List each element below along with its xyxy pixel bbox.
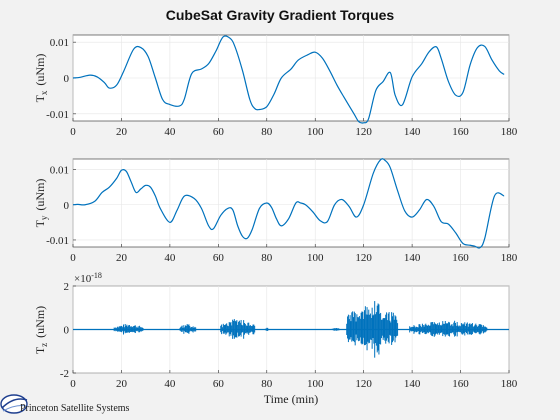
chart-title: CubeSat Gravity Gradient Torques bbox=[166, 7, 395, 23]
x-ticks-tx: 0 20 40 60 80 100 120 140 160 180 bbox=[70, 118, 518, 138]
y-tick-label: -0.01 bbox=[46, 235, 69, 247]
series-line-tx bbox=[72, 35, 505, 124]
x-tick-label: 180 bbox=[501, 126, 518, 138]
x-tick-label: 100 bbox=[307, 378, 324, 390]
noise-burst bbox=[113, 324, 144, 335]
noise-burst bbox=[331, 328, 340, 331]
y-axis-label-tx: Tx(uNm) bbox=[33, 54, 49, 103]
y-tick-label: -0.01 bbox=[46, 109, 69, 121]
noise-burst bbox=[409, 320, 488, 337]
y-ticks-ty: -0.01 0 0.01 bbox=[46, 165, 76, 247]
x-tick-label: 80 bbox=[261, 252, 273, 264]
x-tick-label: 40 bbox=[164, 378, 176, 390]
x-tick-label: 40 bbox=[164, 252, 176, 264]
y-exponent-label-tz: ×10-18 bbox=[74, 271, 102, 285]
x-tick-label: 20 bbox=[116, 252, 128, 264]
x-tick-label: 140 bbox=[404, 126, 421, 138]
x-tick-label: 120 bbox=[355, 126, 372, 138]
plot-area-ty bbox=[72, 158, 510, 248]
x-tick-label: 120 bbox=[355, 378, 372, 390]
x-tick-label: 160 bbox=[452, 126, 469, 138]
y-tick-label: 0.01 bbox=[50, 37, 69, 49]
noise-burst bbox=[220, 319, 256, 339]
grid-ty bbox=[72, 159, 510, 247]
company-name: Princeton Satellite Systems bbox=[20, 403, 130, 414]
x-tick-label: 40 bbox=[164, 126, 176, 138]
x-tick-label: 20 bbox=[116, 378, 128, 390]
company-logo: Princeton Satellite Systems bbox=[0, 394, 130, 414]
x-tick-label: 140 bbox=[404, 252, 421, 264]
x-tick-label: 160 bbox=[452, 378, 469, 390]
x-tick-label: 60 bbox=[213, 252, 225, 264]
noise-burst bbox=[346, 301, 399, 358]
y-tick-label: 0 bbox=[64, 200, 70, 212]
x-tick-label: 80 bbox=[261, 126, 273, 138]
x-axis-label: Time (min) bbox=[264, 392, 319, 406]
grid-tx bbox=[72, 35, 510, 121]
y-tick-label: 0.01 bbox=[50, 165, 69, 177]
subplot-tz: 0 20 40 60 80 100 120 140 160 180 -202 ×10-18 Tz(… bbox=[33, 271, 518, 390]
noise-burst bbox=[263, 327, 270, 331]
x-tick-label: 100 bbox=[307, 126, 324, 138]
x-tick-label: 120 bbox=[355, 252, 372, 264]
y-axis-label-ty: Ty(uNm) bbox=[33, 179, 49, 228]
y-axis-label-tz: Tz(uNm) bbox=[33, 306, 49, 354]
globe-icon bbox=[0, 394, 28, 414]
x-tick-label: 140 bbox=[404, 378, 421, 390]
x-tick-label: 60 bbox=[213, 126, 225, 138]
x-tick-label: 0 bbox=[70, 252, 76, 264]
y-tick-label: 0 bbox=[64, 325, 70, 337]
noise-burst bbox=[179, 324, 197, 334]
x-tick-label: 60 bbox=[213, 378, 225, 390]
x-tick-label: 80 bbox=[261, 378, 273, 390]
x-ticks-ty: 0 20 40 60 80 100 120 140 160 180 bbox=[70, 244, 518, 264]
y-tick-label: 0 bbox=[64, 73, 70, 85]
x-tick-label: 0 bbox=[70, 378, 76, 390]
x-ticks-tz: 0 20 40 60 80 100 120 140 160 180 bbox=[70, 370, 518, 390]
y-tick-label: 2 bbox=[64, 281, 70, 293]
x-tick-label: 0 bbox=[70, 126, 76, 138]
series-line-ty bbox=[72, 158, 505, 249]
y-tick-label: -2 bbox=[60, 368, 69, 380]
y-ticks-tx: -0.01 0 0.01 bbox=[46, 37, 76, 121]
x-tick-label: 160 bbox=[452, 252, 469, 264]
x-tick-label: 180 bbox=[501, 252, 518, 264]
x-tick-label: 100 bbox=[307, 252, 324, 264]
x-tick-label: 20 bbox=[116, 126, 128, 138]
x-tick-label: 180 bbox=[501, 378, 518, 390]
